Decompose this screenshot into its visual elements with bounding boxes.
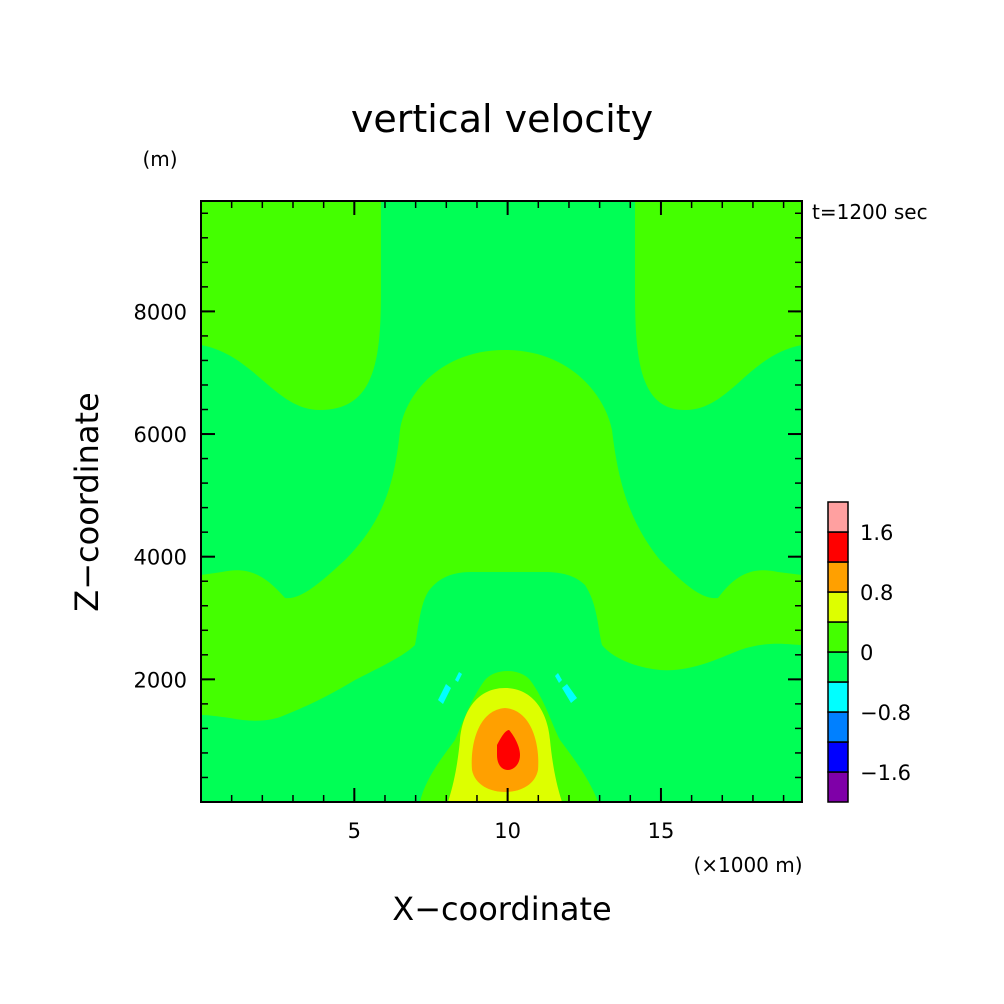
contour-band-upper-right [635, 201, 802, 410]
contour-band-upper-left [201, 201, 381, 410]
x-axis-label: X−coordinate [392, 890, 611, 928]
x-axis-ticks: 5 10 15 [348, 201, 675, 843]
x-tick-label: 10 [494, 819, 521, 843]
x-tick-label: 15 [648, 819, 675, 843]
contour-band-downdraft-left-tip [455, 672, 462, 682]
colorbar-swatch [827, 501, 849, 533]
y-tick-label: 2000 [134, 668, 187, 692]
chart-title: vertical velocity [351, 97, 653, 141]
contour-band-downdraft-right [562, 684, 577, 703]
colorbar-swatch [827, 531, 849, 563]
colorbar-tick-label: 0.8 [860, 581, 893, 605]
y-tick-label: 4000 [134, 546, 187, 570]
colorbar-swatch [827, 741, 849, 773]
x-tick-label: 5 [348, 819, 361, 843]
colorbar-tick-label: −0.8 [860, 701, 911, 725]
contour-band-updraft-core [497, 730, 520, 770]
y-tick-label: 6000 [134, 423, 187, 447]
colorbar-swatch [827, 651, 849, 683]
time-label: t=1200 sec [812, 200, 928, 224]
plot-frame [200, 200, 803, 803]
colorbar-swatch [827, 681, 849, 713]
colorbar-swatch [827, 561, 849, 593]
colorbar-tick-label: −1.6 [860, 761, 911, 785]
y-axis-label: Z−coordinate [68, 392, 106, 611]
colorbar-swatch [827, 591, 849, 623]
x-unit-label: (×1000 m) [693, 853, 802, 877]
colorbar-tick-label: 1.6 [860, 521, 893, 545]
colorbar-tick-label: 0 [860, 641, 873, 665]
contour-band-downdraft-left [438, 684, 451, 704]
contour-band-downdraft-right-tip [555, 673, 562, 683]
colorbar-swatch [827, 771, 849, 803]
colorbar: −1.6 −0.8 0 0.8 1.6 [827, 501, 911, 803]
contour-band-middle-dome [201, 350, 802, 721]
contour-field [201, 201, 802, 802]
y-axis-ticks: 2000 4000 6000 8000 [134, 300, 802, 692]
colorbar-swatch [827, 711, 849, 743]
colorbar-swatch [827, 621, 849, 653]
y-unit-label: (m) [142, 147, 177, 171]
y-tick-label: 8000 [134, 300, 187, 324]
